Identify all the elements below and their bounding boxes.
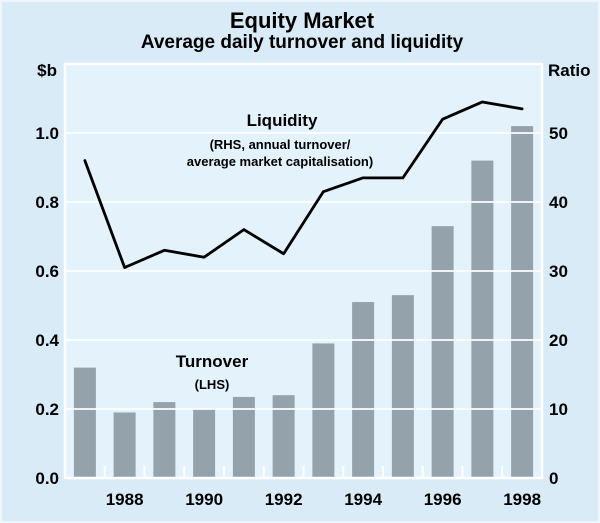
right-axis-tick-50: 50 bbox=[549, 124, 568, 143]
bar-1991 bbox=[232, 396, 255, 478]
liquidity-series-sublabel-line2: average market capitalisation) bbox=[186, 154, 374, 169]
bar-1987 bbox=[73, 367, 96, 478]
left-axis-tick-0.6: 0.6 bbox=[35, 262, 59, 281]
bar-1994 bbox=[352, 302, 375, 478]
page-subtitle: Average daily turnover and liquidity bbox=[140, 32, 464, 53]
left-axis-tick-0.2: 0.2 bbox=[35, 400, 59, 419]
page-title: Equity Market bbox=[229, 8, 375, 33]
bar-1995 bbox=[391, 295, 414, 478]
turnover-series-label: Turnover bbox=[175, 352, 249, 371]
bar-1997 bbox=[471, 160, 494, 478]
x-axis-label-1988: 1988 bbox=[106, 490, 144, 509]
bar-1988 bbox=[113, 412, 136, 478]
bar-1993 bbox=[312, 343, 335, 478]
right-axis-tick-0: 0 bbox=[549, 469, 558, 488]
right-axis-tick-30: 30 bbox=[549, 262, 568, 281]
right-axis-tick-40: 40 bbox=[549, 193, 568, 212]
x-axis-label-1990: 1990 bbox=[185, 490, 223, 509]
right-axis-tick-10: 10 bbox=[549, 400, 568, 419]
turnover-series-sublabel: (LHS) bbox=[194, 377, 230, 392]
liquidity-line bbox=[83, 100, 524, 269]
bar-1992 bbox=[272, 395, 295, 478]
x-axis-label-1994: 1994 bbox=[344, 490, 382, 509]
bar-1996 bbox=[431, 226, 454, 478]
left-axis-unit: $b bbox=[37, 61, 57, 80]
bar-1998 bbox=[511, 126, 534, 478]
left-axis-tick-0.8: 0.8 bbox=[35, 193, 59, 212]
left-axis-tick-0.0: 0.0 bbox=[35, 469, 59, 488]
x-axis-label-1998: 1998 bbox=[503, 490, 541, 509]
plot-border bbox=[63, 62, 544, 480]
left-axis-tick-1.0: 1.0 bbox=[35, 124, 59, 143]
liquidity-series-label: Liquidity bbox=[246, 111, 318, 130]
x-axis-label-1992: 1992 bbox=[265, 490, 303, 509]
right-axis-unit: Ratio bbox=[548, 61, 591, 80]
bar-1990 bbox=[193, 409, 216, 478]
bar-1989 bbox=[153, 402, 176, 478]
x-axis-label-1996: 1996 bbox=[424, 490, 462, 509]
liquidity-series-sublabel-line1: (RHS, annual turnover/ bbox=[209, 137, 351, 152]
left-axis-tick-0.4: 0.4 bbox=[35, 331, 59, 350]
right-axis-tick-20: 20 bbox=[549, 331, 568, 350]
